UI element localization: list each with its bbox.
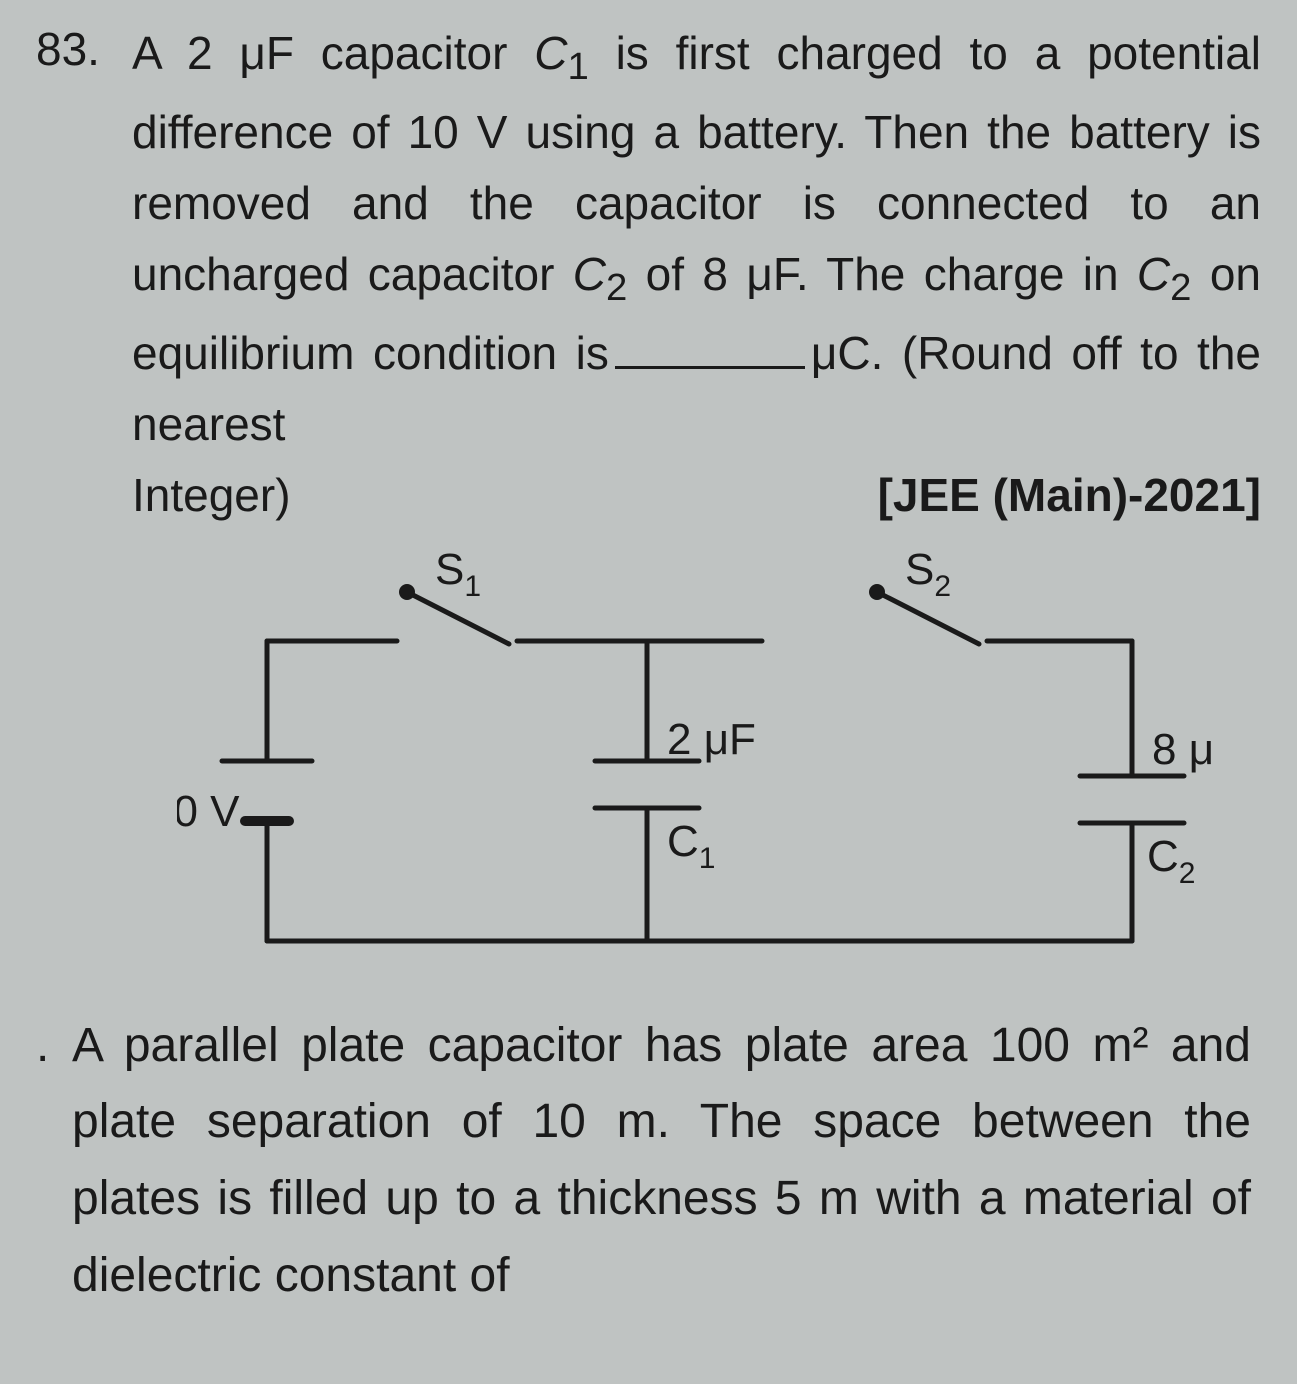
text: Integer): [132, 460, 291, 531]
page: 83. A 2 μF capacitor C1 is first charged…: [0, 0, 1297, 1315]
var: C: [1137, 248, 1170, 300]
battery-label: 10 V: [177, 787, 240, 836]
text: A 2 μF capacitor: [132, 27, 534, 79]
switch-s1-label: S1: [435, 546, 481, 603]
var: C: [534, 27, 567, 79]
question-83: 83. A 2 μF capacitor C1 is first charged…: [36, 18, 1261, 1008]
var: C: [573, 248, 606, 300]
question-number: 83.: [36, 18, 132, 80]
c2-name: C2: [1147, 832, 1195, 890]
text: condition is: [373, 327, 609, 379]
exam-tag: [JEE (Main)-2021]: [878, 460, 1261, 531]
circuit-svg: S1 S2 10 V 2 μF C1 8 μF C2: [177, 546, 1217, 986]
text: C2: [573, 248, 628, 300]
question-number-partial: .: [36, 1008, 62, 1315]
switch-s2-label: S2: [905, 546, 951, 603]
text: C1: [534, 27, 589, 79]
circuit-diagram: S1 S2 10 V 2 μF C1 8 μF C2: [132, 546, 1261, 986]
sub: 1: [567, 45, 588, 88]
question-body: A 2 μF capacitor C1 is first charged to …: [132, 18, 1261, 1008]
text: of 8 μF. The charge in: [627, 248, 1137, 300]
text: C2: [1137, 248, 1192, 300]
c1-value: 2 μF: [667, 715, 756, 764]
c1-name: C1: [667, 817, 715, 875]
question-partial: A parallel plate capacitor has plate are…: [72, 1008, 1251, 1315]
text: is first charged to a: [589, 27, 1061, 79]
fill-blank: [615, 329, 805, 369]
text: A parallel plate capacitor has plate are…: [72, 1019, 967, 1072]
sub: 2: [1170, 266, 1191, 309]
sub: 2: [606, 266, 627, 309]
c2-value: 8 μF: [1152, 725, 1217, 774]
